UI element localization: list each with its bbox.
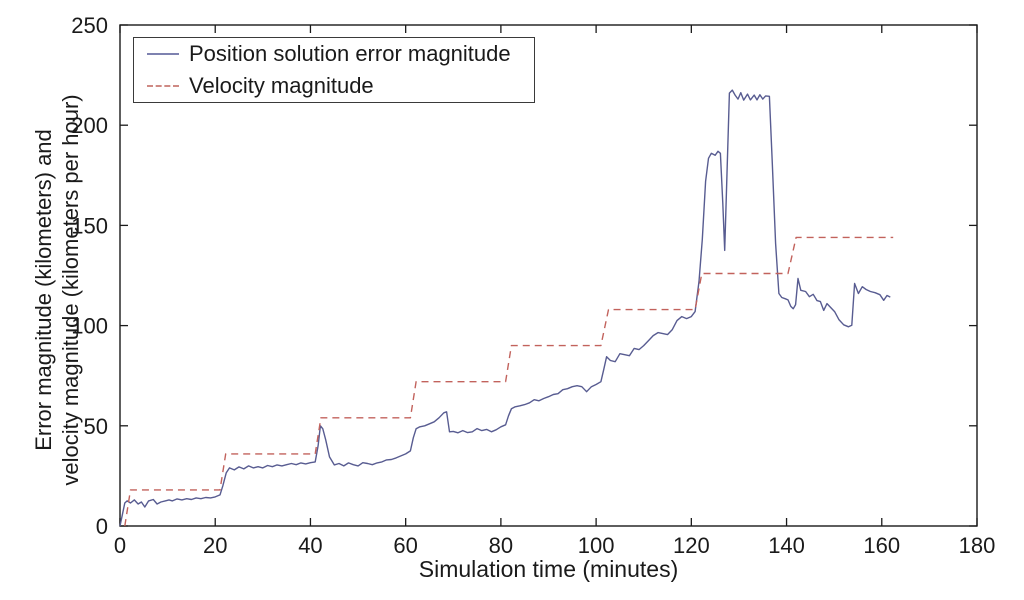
x-tick-label: 120 [673, 533, 710, 558]
y-tick-label: 250 [71, 13, 108, 38]
solid-line-sample-icon [147, 53, 179, 56]
x-tick-label: 0 [114, 533, 126, 558]
y-tick-label: 150 [71, 213, 108, 238]
x-tick-label: 180 [959, 533, 996, 558]
legend: Position solution error magnitude Veloci… [133, 37, 535, 103]
y-tick-label: 200 [71, 113, 108, 138]
y-tick-label: 100 [71, 314, 108, 339]
position-error-line [119, 89, 891, 527]
x-tick-label: 100 [578, 533, 615, 558]
y-axis-label: Error magnitude (kilometers) and velocit… [30, 30, 86, 550]
x-tick-label: 20 [203, 533, 227, 558]
y-axis-label-line1: Error magnitude (kilometers) and [31, 129, 56, 451]
x-tick-label: 80 [489, 533, 513, 558]
y-axis-label-line2: velocity magnitude (kilometers per hour) [58, 94, 83, 486]
legend-item-position-error: Position solution error magnitude [134, 39, 534, 69]
y-tick-label: 50 [84, 414, 108, 439]
dashed-line-sample-icon [147, 84, 179, 87]
legend-item-velocity: Velocity magnitude [134, 71, 534, 101]
velocity-line [124, 236, 894, 527]
x-axis-label: Simulation time (minutes) [418, 556, 679, 582]
x-tick-label: 140 [768, 533, 805, 558]
x-tick-label: 40 [298, 533, 322, 558]
x-tick-label: 160 [863, 533, 900, 558]
plot-border [119, 24, 978, 527]
legend-label: Velocity magnitude [189, 72, 374, 98]
y-tick-label: 0 [96, 514, 108, 539]
legend-label: Position solution error magnitude [189, 41, 511, 67]
x-tick-label: 60 [393, 533, 417, 558]
